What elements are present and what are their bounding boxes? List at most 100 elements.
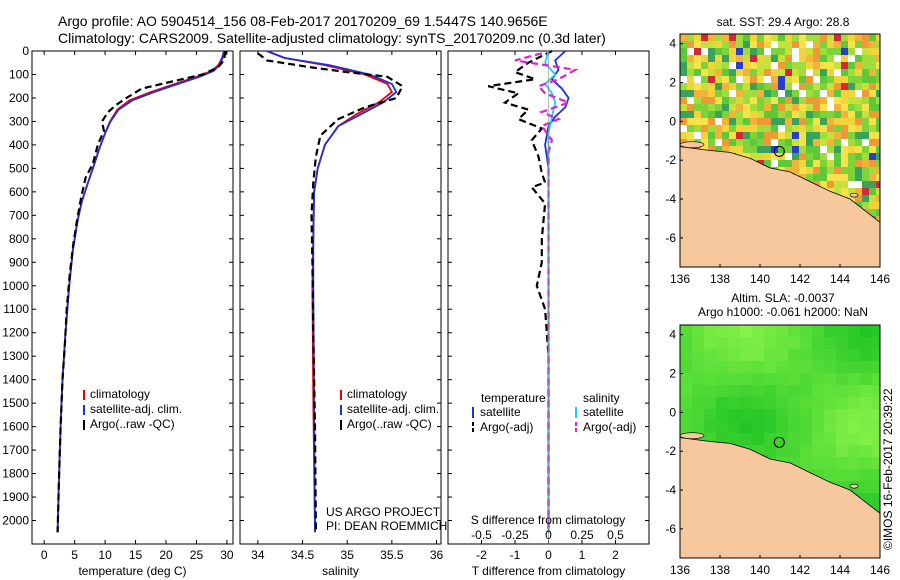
map-cell [785,104,793,112]
map-y-tick-label: -2 [665,153,676,167]
map-cell [785,41,793,49]
map-cell [776,445,789,458]
map-cell [764,111,772,119]
legend-title-salinity: salinity [583,391,620,405]
map-cell [687,97,695,105]
map-cell [743,97,751,105]
map-cell [820,55,828,63]
map-cell [743,55,751,63]
map-cell [729,48,737,56]
difference-x-tick-label: -2 [476,548,487,562]
map-cell [771,104,779,112]
map-cell [806,62,814,70]
map-cell [827,125,835,133]
map-cell [792,160,800,168]
map-cell [715,146,723,154]
map-cell [836,349,849,362]
map-cell [841,97,849,105]
map-cell [692,385,705,398]
map-cell [827,132,835,140]
map-cell [694,83,702,91]
map-cell [708,90,716,98]
map-cell [855,34,863,42]
map-cell [806,167,814,175]
map-cell [862,104,870,112]
map-cell [701,41,709,49]
map-cell [876,139,880,147]
map-cell [869,48,877,56]
map-cell [729,111,737,119]
map-cell [736,111,744,119]
map-cell [728,337,741,350]
map-cell [806,139,814,147]
depth-tick-label: 100 [9,67,29,81]
map-cell [715,62,723,70]
map-cell [836,373,849,386]
map-cell [750,118,758,126]
map-cell [687,62,695,70]
map-cell [728,421,741,434]
map-cell [827,48,835,56]
map-cell [799,153,807,161]
map-cell [876,90,880,98]
map-cell [701,139,709,147]
map-cell [785,153,793,161]
map-cell [757,55,765,63]
map-cell [876,167,880,175]
map-cell [820,181,828,189]
map-cell [820,41,828,49]
map-cell [869,209,877,217]
map-cell [757,90,765,98]
sst_map-field [680,34,880,267]
map-cell [736,55,744,63]
map-cell [841,83,849,91]
map-cell [778,139,786,147]
map-cell [848,325,861,338]
map-cell [876,125,880,133]
map-cell [771,69,779,77]
map-cell [848,373,861,386]
map-y-tick-label: 4 [669,328,676,342]
map-cell [750,41,758,49]
map-cell [752,433,765,446]
map-cell [680,397,693,410]
map-cell [848,97,856,105]
map-cell [785,69,793,77]
map-cell [680,125,688,133]
map-cell [820,132,828,140]
map-cell [701,48,709,56]
map-cell [848,48,856,56]
legend-label: satellite [583,405,624,419]
map-cell [788,325,801,338]
map-cell [788,349,801,362]
float-position-marker [773,145,785,157]
map-cell [778,111,786,119]
map-cell [752,337,765,350]
map-cell [820,97,828,105]
map-cell [692,337,705,350]
project-annotation: PI: DEAN ROEMMICH [326,519,447,533]
map-cell [722,41,730,49]
map-cell [680,34,688,42]
map-cell [800,373,813,386]
map-cell [776,409,789,422]
map-cell [848,188,856,196]
map-cell [799,125,807,133]
map-cell [728,433,741,446]
map-cell [860,349,873,362]
map-cell [860,361,873,374]
map-cell [743,83,751,91]
map-cell [785,48,793,56]
map-cell [687,76,695,84]
map-x-tick-label: 136 [670,272,690,286]
map-cell [806,104,814,112]
map-cell [841,139,849,147]
map-cell [701,55,709,63]
map-cell [827,34,835,42]
map-cell [834,153,842,161]
map-cell [778,83,786,91]
map-cell [687,34,695,42]
map-cell [715,55,723,63]
map-cell [848,62,856,70]
map-cell [800,349,813,362]
